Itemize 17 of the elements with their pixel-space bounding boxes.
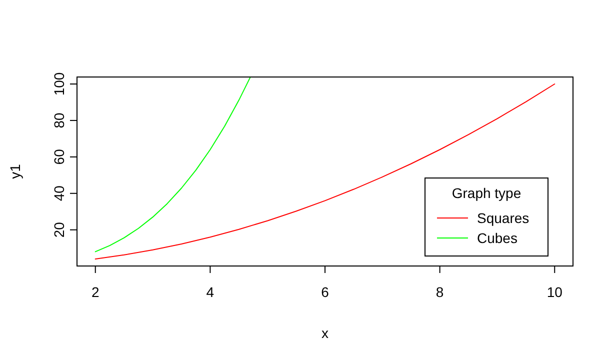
x-tick-label: 6: [321, 284, 330, 300]
line-series: [94, 84, 556, 260]
y-tick-label: 100: [51, 72, 67, 96]
x-tick-label: 4: [206, 284, 214, 300]
x-tick-label: 8: [436, 284, 444, 300]
y-tick-label: 60: [51, 148, 67, 165]
x-tick-label: 2: [91, 284, 100, 300]
y-axis-title: y1: [7, 164, 23, 179]
x-axis-title: x: [322, 325, 328, 341]
x-tick-label: 10: [546, 284, 563, 300]
y-tick-label: 20: [51, 222, 67, 238]
legend-label: Cubes: [477, 230, 518, 246]
legend-label: Squares: [477, 210, 530, 226]
y-tick-label: 80: [51, 112, 67, 128]
line-series: [94, 77, 251, 252]
y-tick-label: 40: [51, 185, 67, 202]
legend-title: Graph type: [452, 185, 522, 201]
